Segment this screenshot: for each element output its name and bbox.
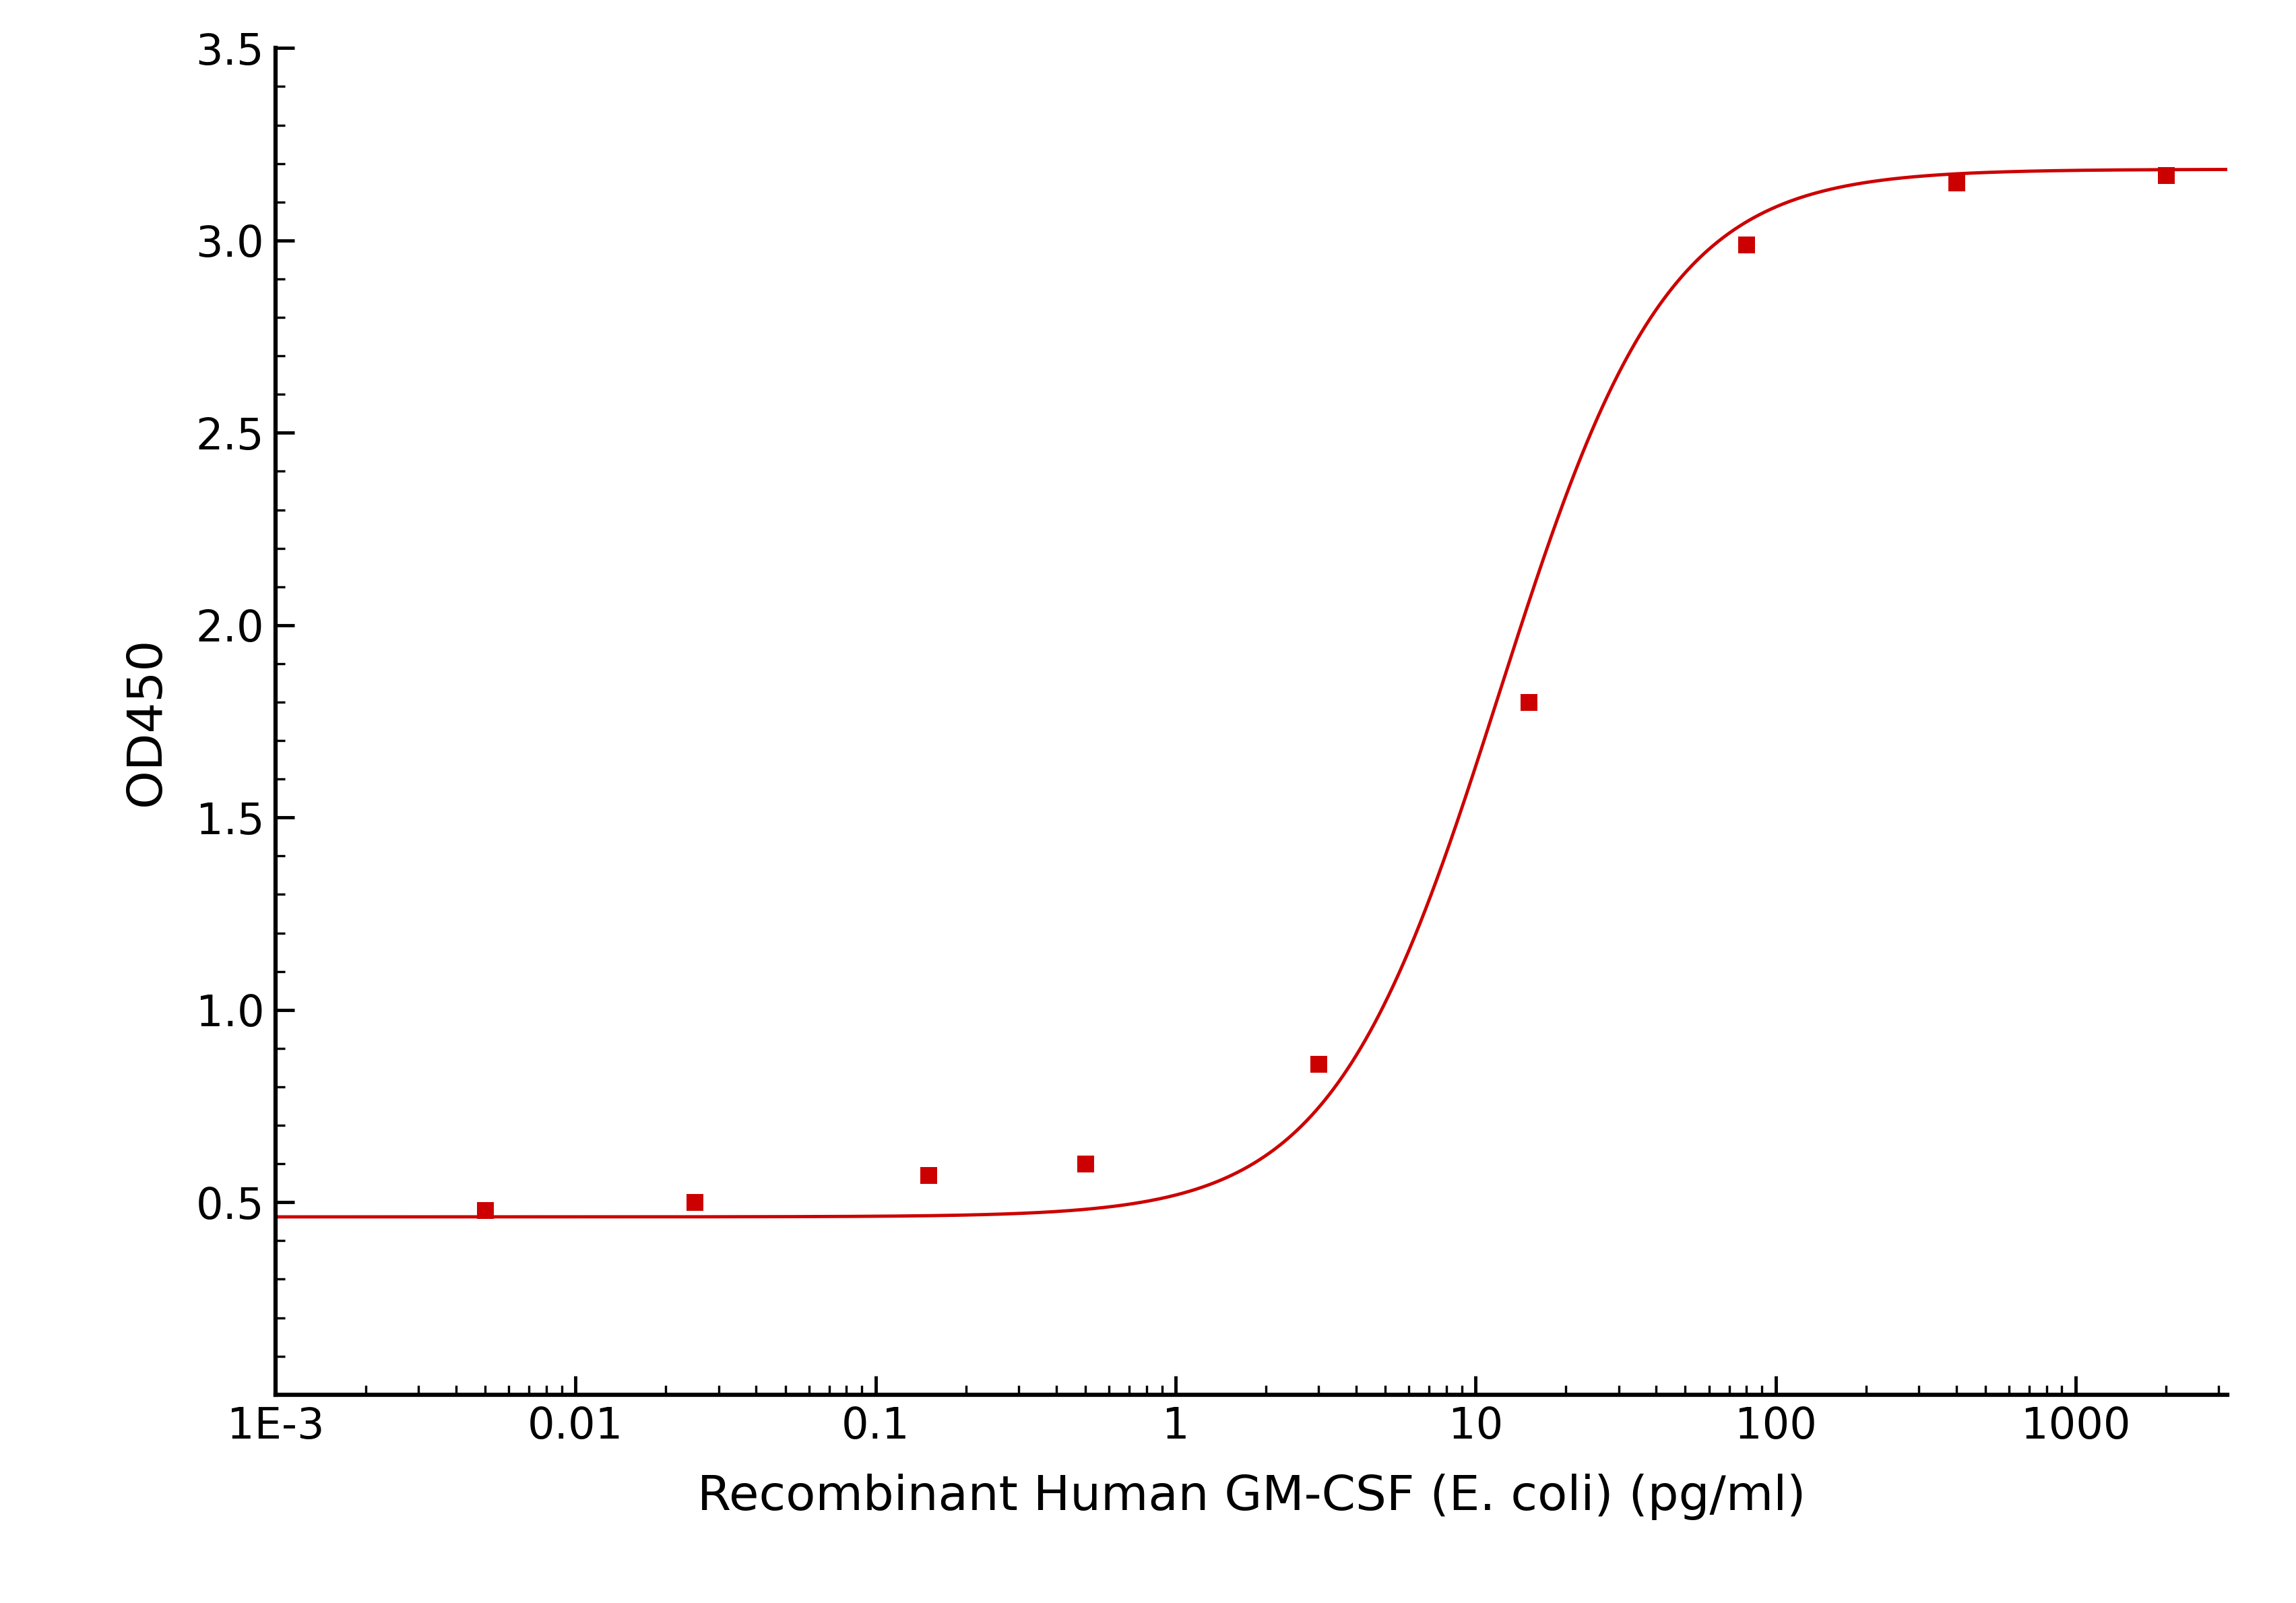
Point <box>677 1189 714 1215</box>
Y-axis label: OD450: OD450 <box>124 636 170 806</box>
Point <box>909 1162 946 1188</box>
Point <box>1938 170 1975 196</box>
Point <box>1068 1151 1104 1177</box>
Point <box>2147 162 2183 188</box>
Point <box>1300 1052 1336 1077</box>
Point <box>1729 231 1766 256</box>
Point <box>1511 689 1548 715</box>
Point <box>466 1197 503 1223</box>
X-axis label: Recombinant Human GM-CSF (E. coli) (pg/ml): Recombinant Human GM-CSF (E. coli) (pg/m… <box>698 1473 1805 1520</box>
